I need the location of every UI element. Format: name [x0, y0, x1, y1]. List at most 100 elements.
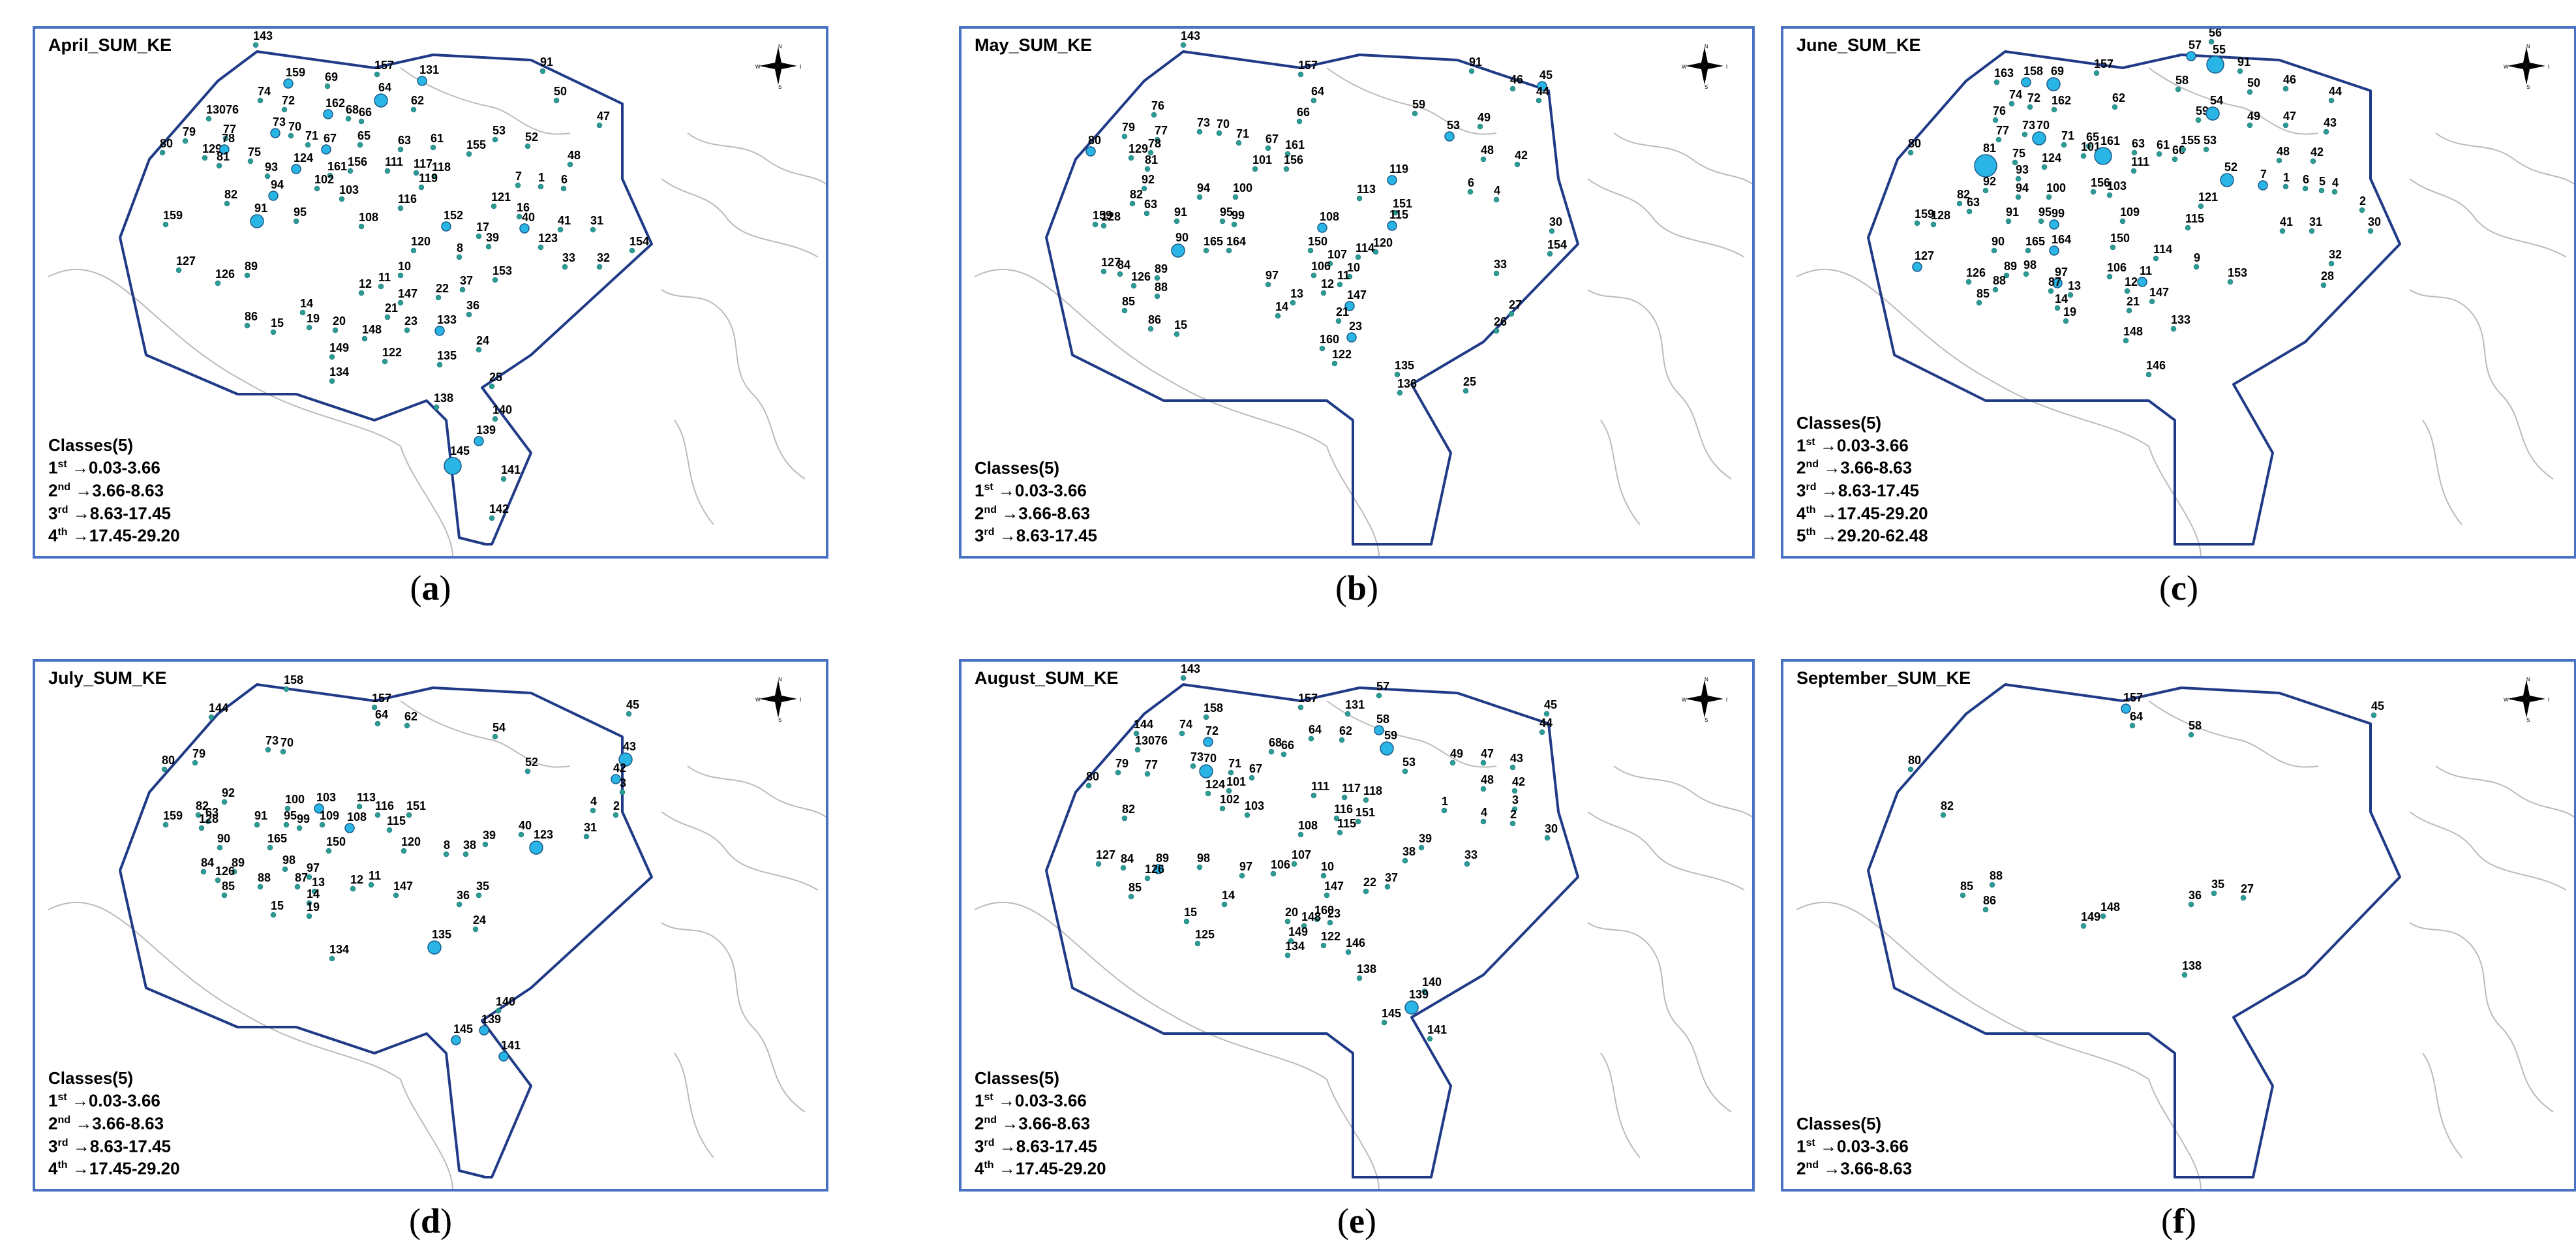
station-label: 98 — [282, 854, 295, 867]
station-label: 75 — [248, 146, 261, 159]
station-marker — [1141, 185, 1147, 192]
station-marker — [583, 833, 590, 840]
station-marker — [2170, 326, 2177, 332]
station-marker — [1216, 130, 1222, 136]
map-panel-f: 157 45 64 58 80 82 88 85 86 35 27 36 148 149 138 Septem… — [1781, 659, 2576, 1192]
station-label: 99 — [2052, 207, 2065, 220]
station-label: 91 — [1469, 55, 1482, 69]
station-marker — [1992, 286, 1999, 293]
legend-class: 4th →17.45-29.20 — [975, 1159, 1106, 1178]
station-label: 162 — [326, 97, 345, 110]
station-marker — [524, 143, 531, 149]
station-marker — [329, 955, 335, 962]
station-label: 40 — [522, 211, 535, 224]
station-marker — [2156, 151, 2162, 157]
station-marker — [1995, 136, 2002, 143]
station-label: 63 — [398, 134, 411, 147]
station-marker — [386, 827, 393, 833]
station-label: 14 — [1275, 300, 1288, 313]
station-marker — [1418, 844, 1425, 851]
station-label: 117 — [1342, 782, 1361, 795]
station-label: 48 — [568, 149, 581, 162]
station-label: 164 — [1226, 235, 1246, 248]
station-label: 25 — [489, 371, 502, 384]
station-marker — [2276, 157, 2282, 164]
station-label: 13 — [2068, 279, 2081, 292]
station-marker — [1993, 79, 2000, 85]
station-marker — [2052, 278, 2063, 288]
station-label: 19 — [2063, 305, 2076, 318]
station-label: 42 — [1515, 149, 1528, 162]
station-label: 76 — [1151, 99, 1164, 112]
north-arrow-icon: N S E W — [2504, 677, 2549, 722]
station-marker — [1121, 133, 1128, 140]
station-marker — [629, 247, 635, 254]
station-marker — [2282, 85, 2289, 92]
station-label: 12 — [2125, 275, 2138, 288]
station-marker — [306, 913, 312, 919]
station-marker — [1509, 820, 1516, 827]
station-label: 157 — [374, 59, 394, 72]
station-marker — [619, 789, 626, 795]
station-label: 39 — [486, 231, 499, 244]
station-marker — [215, 280, 221, 286]
station-marker — [1320, 872, 1327, 879]
station-marker — [539, 68, 546, 74]
station-label: 164 — [2052, 233, 2071, 246]
station-label: 156 — [348, 155, 367, 168]
station-label: 12 — [350, 873, 363, 886]
station-label: 53 — [2204, 134, 2217, 147]
basemap-line — [974, 268, 1380, 556]
station-label: 92 — [1142, 173, 1155, 186]
station-marker — [1284, 952, 1291, 959]
station-label: 128 — [1931, 209, 1950, 222]
station-marker — [476, 892, 482, 899]
legend-class: 3rd →8.63-17.45 — [48, 1136, 172, 1156]
station-marker — [1346, 332, 1357, 343]
station-label: 77 — [223, 123, 236, 136]
legend-ordinal-suffix: rd — [984, 527, 995, 538]
station-label: 87 — [2048, 275, 2061, 288]
station-marker — [1372, 249, 1379, 255]
station-label: 11 — [2140, 264, 2152, 277]
basemap-line — [1600, 420, 1641, 525]
station-marker — [613, 812, 619, 818]
station-label: 139 — [476, 423, 496, 437]
caption-letter: f — [2173, 1201, 2185, 1240]
station-label: 21 — [1336, 305, 1349, 318]
station-label: 1 — [538, 171, 545, 184]
station-label: 35 — [2211, 878, 2224, 891]
station-label: 45 — [2371, 700, 2384, 713]
station-label: 161 — [1285, 138, 1305, 151]
station-label: 70 — [288, 120, 301, 133]
class-legend: Classes(5) 1st →0.03-3.66 2nd →3.66-8.63 3r… — [975, 458, 1097, 546]
station-label: 64 — [378, 81, 391, 94]
station-marker — [1480, 786, 1487, 792]
station-label: 152 — [444, 209, 463, 222]
station-marker — [404, 327, 410, 333]
station-marker — [205, 818, 211, 825]
compass-letter: E — [2548, 64, 2549, 70]
station-marker — [1356, 975, 1363, 981]
map-panel-e: 143 57 158 157 131 45 144 74 64 62 58 44 13076 72 68 66… — [959, 659, 1755, 1192]
station-label: 97 — [2055, 266, 2068, 279]
station-label: 109 — [2120, 206, 2140, 219]
station-marker — [2328, 97, 2335, 104]
station-marker — [1128, 155, 1134, 161]
station-label: 150 — [1308, 235, 1327, 248]
station-label: 63 — [205, 806, 219, 819]
basemap-line — [674, 420, 714, 525]
station-marker — [2094, 147, 2112, 165]
station-marker — [441, 221, 451, 232]
station-label: 120 — [411, 235, 431, 248]
station-label: 49 — [1477, 111, 1491, 124]
station-label: 108 — [1320, 210, 1339, 223]
station-marker — [296, 825, 303, 831]
station-marker — [489, 515, 495, 521]
station-marker — [162, 221, 169, 228]
station-marker — [200, 869, 207, 875]
station-marker — [1196, 129, 1203, 135]
station-marker — [1235, 140, 1242, 146]
station-label: 35 — [476, 880, 489, 893]
basemap-line — [687, 765, 826, 818]
